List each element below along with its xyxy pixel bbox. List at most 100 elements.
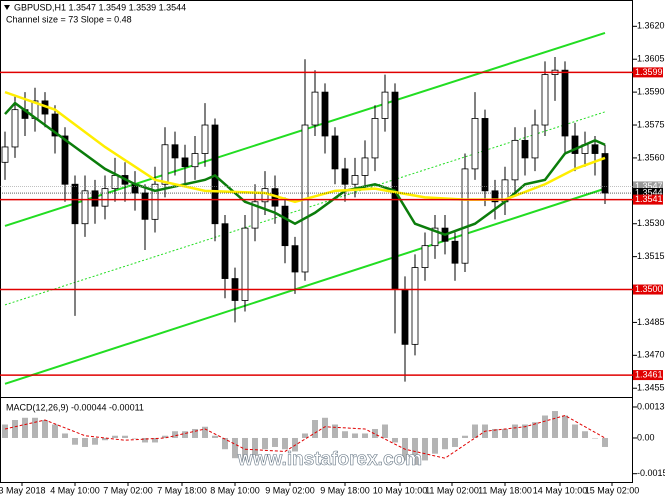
macd-bar [22,417,28,438]
candle-body [311,91,319,126]
macd-title: MACD(12,26,9) -0.00044 -0.00011 [6,402,144,412]
candle-body [221,223,229,279]
macd-bar [142,437,148,443]
price-marker-box [633,181,663,192]
macd-bar [532,422,538,438]
macd-bar [372,428,378,438]
candle-body [531,124,539,159]
y-tick-label: 1.3530 [637,218,665,228]
frame [0,0,633,483]
macd-bar [132,437,138,439]
x-tick-label: 9 May 18:00 [320,485,370,495]
candle-body [331,135,339,170]
macd-bar [82,437,88,447]
candle-body [91,190,99,207]
y-tick-label: 1.3590 [637,86,665,96]
candle-body [351,175,359,185]
macd-bar [572,424,578,438]
macd-bar [522,424,528,438]
channel-info: Channel size = 73 Slope = 0.48 [6,14,132,24]
x-tick-label: 4 May 10:00 [50,485,100,495]
level-label: 1.3599 [635,67,663,77]
level-box [633,194,663,205]
x-tick-label: 14 May 10:00 [533,485,588,495]
level-label: 1.3541 [635,194,663,204]
candle-body [191,153,199,168]
macd-bar [452,437,458,447]
macd-bar [72,437,78,445]
chart-title: GBPUSD,H1 1.3547 1.3549 1.3539 1.3544 [14,2,186,12]
macd-bar [582,431,588,438]
signal-line [4,414,606,459]
candle-body [481,118,489,192]
macd-bar [272,437,278,447]
candle-body [471,118,479,170]
macd-bar [102,437,108,441]
macd-bar [362,433,368,438]
macd-bar [432,437,438,454]
macd-bar [232,437,238,459]
macd-bar [322,417,328,438]
x-tick-label: 3 May 2018 [0,485,46,495]
y-tick-label: 1.3575 [637,119,665,129]
macd-bar [342,431,348,438]
y-tick-label: 1.3560 [637,152,665,162]
macd-bar [112,435,118,438]
macd-bar [12,420,18,438]
y-tick-label: 0.00 [637,432,655,442]
macd-bar [92,437,98,445]
macd-bar [552,411,558,438]
candle-body [261,188,269,203]
price-marker-label: 1.3544 [635,187,663,197]
watermark: www.instaforex.com [237,449,422,470]
macd-bar [562,415,568,438]
y-tick-label: 1.3485 [637,317,665,327]
candle-body [491,190,499,203]
candle-body [101,188,109,207]
menu-icon [4,5,10,10]
channel-line [4,111,606,306]
candle-body [111,175,119,190]
x-tick-label: 9 May 02:00 [265,485,315,495]
macd-bar [122,435,128,438]
y-tick-label: 0.00138 [637,401,665,411]
price-marker-label: 1.3547 [635,181,663,191]
y-tick-label: 1.3515 [637,251,665,261]
x-tick-label: 8 May 10:00 [210,485,260,495]
candle-body [591,144,599,154]
candle-body [571,135,579,154]
macd-bar [52,424,58,438]
candle-body [81,190,89,225]
price-marker-box [633,188,663,199]
macd-bar [182,431,188,438]
macd-bar [262,437,268,450]
macd-bar [222,437,228,450]
candle-body [281,205,289,247]
x-tick-label: 7 May 02:00 [103,485,153,495]
x-tick-label: 7 May 18:00 [157,485,207,495]
macd-bar [252,437,258,456]
candle-body [371,118,379,159]
macd-bar [162,435,168,438]
macd-bar [302,433,308,438]
macd-bar [152,437,158,443]
macd-bar [42,420,48,438]
candle-body [511,139,519,181]
candle-body [451,240,459,264]
x-tick-label: 10 May 10:00 [373,485,428,495]
candle-body [421,245,429,268]
candle-body [11,109,19,148]
macd-bar [502,428,508,438]
candle-body [561,69,569,137]
macd-bar [352,433,358,438]
candle-body [431,227,439,247]
macd-bar [312,420,318,438]
candle-body [161,144,169,185]
y-tick-label: 1.3470 [637,350,665,360]
macd-bar [542,415,548,438]
candle-body [241,227,249,301]
candle-body [181,157,189,168]
moving-average [4,90,606,204]
candle-body [251,201,259,229]
